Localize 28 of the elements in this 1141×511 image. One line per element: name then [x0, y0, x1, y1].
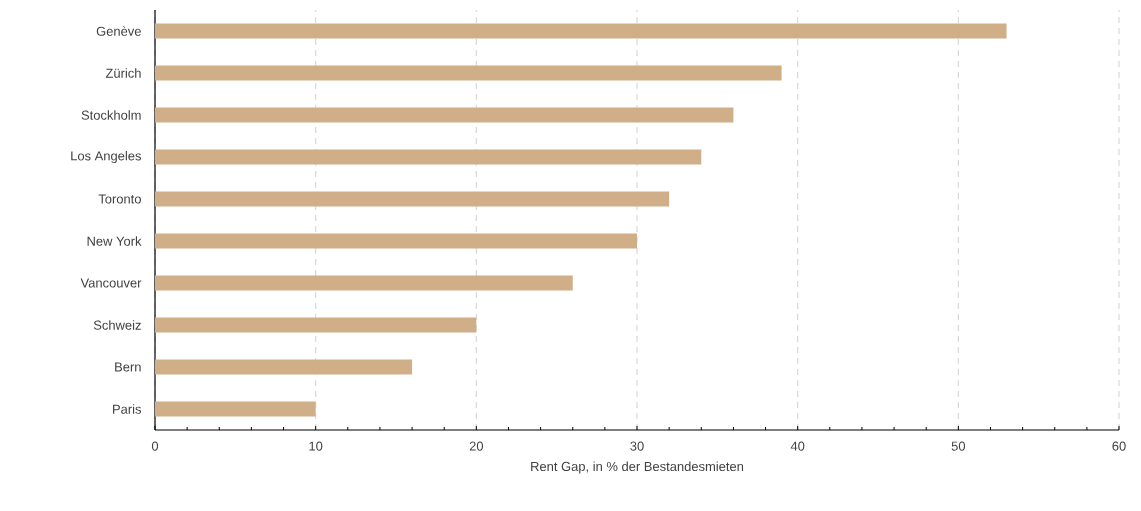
- y-tick-label: Bern: [115, 362, 141, 372]
- y-tick-label: Vancouver: [80, 278, 142, 288]
- y-tick-label: Zürich: [105, 68, 141, 78]
- x-tick-label: 0: [151, 441, 159, 451]
- bar: [155, 149, 702, 165]
- x-tick-label: 10: [309, 441, 323, 451]
- bar: [155, 65, 782, 81]
- bar: [155, 23, 1007, 39]
- bar: [155, 401, 316, 417]
- y-tick-label: New York: [87, 236, 142, 246]
- y-tick-label: Genève: [96, 26, 141, 36]
- y-tick-label: Toronto: [98, 194, 141, 204]
- bar: [155, 359, 413, 375]
- bar: [155, 191, 670, 207]
- x-tick-label: 20: [469, 441, 484, 451]
- x-axis-title: Rent Gap, in % der Bestandesmieten: [531, 461, 744, 474]
- bar: [155, 317, 477, 333]
- bar: [155, 275, 573, 291]
- x-tick-label: 30: [630, 441, 644, 451]
- x-tick-label: 60: [1112, 441, 1126, 451]
- y-tick-label: Schweiz: [93, 320, 141, 330]
- y-tick-label: Los Angeles: [71, 150, 141, 164]
- y-tick-label: Stockholm: [81, 110, 141, 120]
- x-tick-label: 50: [951, 441, 966, 451]
- bar: [155, 233, 637, 249]
- x-tick-label: 40: [790, 441, 805, 451]
- bar: [155, 107, 734, 123]
- y-tick-label: Paris: [113, 404, 142, 414]
